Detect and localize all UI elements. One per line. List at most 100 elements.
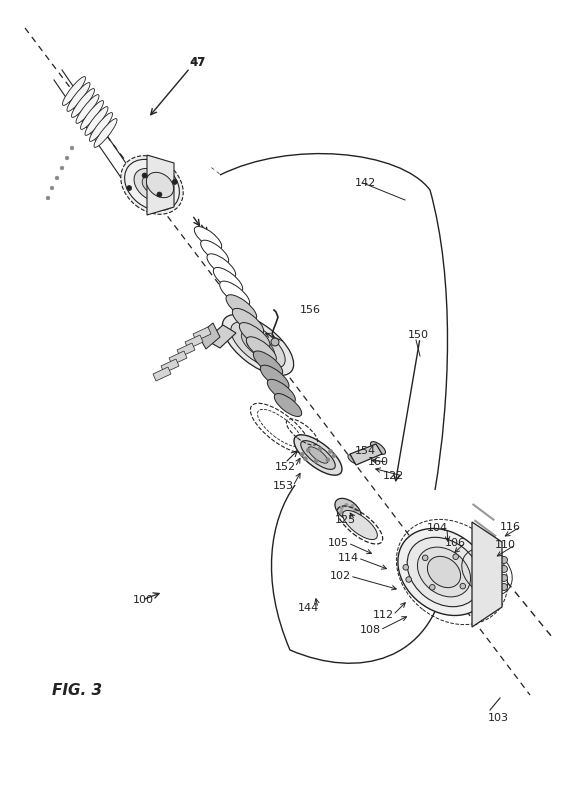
Text: 150: 150 xyxy=(408,330,428,340)
Ellipse shape xyxy=(343,511,377,540)
Ellipse shape xyxy=(417,547,470,597)
Text: 47: 47 xyxy=(190,57,206,69)
Text: 144: 144 xyxy=(297,603,319,613)
Text: 105: 105 xyxy=(328,538,348,548)
Circle shape xyxy=(423,555,428,560)
Circle shape xyxy=(500,575,508,582)
Text: 100: 100 xyxy=(132,595,154,605)
Ellipse shape xyxy=(134,168,170,201)
Polygon shape xyxy=(193,327,211,341)
Circle shape xyxy=(403,564,409,570)
Circle shape xyxy=(460,583,466,589)
Ellipse shape xyxy=(147,172,174,198)
Ellipse shape xyxy=(301,441,335,469)
Ellipse shape xyxy=(274,394,302,416)
Polygon shape xyxy=(206,325,236,348)
Text: 160: 160 xyxy=(367,457,389,467)
Ellipse shape xyxy=(85,106,108,135)
Circle shape xyxy=(314,459,318,463)
Circle shape xyxy=(332,454,336,458)
Ellipse shape xyxy=(71,89,94,117)
Ellipse shape xyxy=(246,337,277,362)
Ellipse shape xyxy=(239,323,270,349)
Text: 104: 104 xyxy=(427,523,447,533)
Text: 110: 110 xyxy=(494,540,516,550)
Ellipse shape xyxy=(67,83,90,112)
Text: 153: 153 xyxy=(273,481,293,491)
Text: 156: 156 xyxy=(300,305,320,315)
Ellipse shape xyxy=(407,538,481,607)
Text: 47: 47 xyxy=(191,58,205,68)
Ellipse shape xyxy=(231,322,285,368)
Text: 122: 122 xyxy=(382,471,404,481)
Text: 154: 154 xyxy=(354,446,375,456)
Ellipse shape xyxy=(226,295,256,320)
Text: 108: 108 xyxy=(359,625,381,635)
Text: – –: – – xyxy=(208,163,222,177)
Circle shape xyxy=(477,562,482,567)
Ellipse shape xyxy=(125,160,179,211)
Circle shape xyxy=(406,577,412,582)
Circle shape xyxy=(55,176,59,179)
Ellipse shape xyxy=(250,338,266,353)
Ellipse shape xyxy=(81,101,104,129)
Circle shape xyxy=(126,186,132,190)
Polygon shape xyxy=(185,335,203,349)
Ellipse shape xyxy=(260,365,289,390)
Ellipse shape xyxy=(63,76,86,105)
Text: 106: 106 xyxy=(444,538,466,548)
Circle shape xyxy=(500,583,508,590)
Circle shape xyxy=(326,458,330,462)
Circle shape xyxy=(345,504,348,507)
Ellipse shape xyxy=(76,94,99,124)
Circle shape xyxy=(340,511,343,514)
Circle shape xyxy=(354,508,356,512)
Text: FIG. 3: FIG. 3 xyxy=(52,683,102,698)
Circle shape xyxy=(500,556,508,563)
Circle shape xyxy=(306,449,310,453)
Polygon shape xyxy=(147,155,174,215)
Ellipse shape xyxy=(94,119,117,147)
Circle shape xyxy=(351,512,354,515)
Ellipse shape xyxy=(427,556,461,588)
Polygon shape xyxy=(472,522,502,627)
Ellipse shape xyxy=(213,268,243,292)
Circle shape xyxy=(60,166,64,170)
Ellipse shape xyxy=(348,455,358,464)
Text: 125: 125 xyxy=(335,515,355,525)
Circle shape xyxy=(453,554,458,560)
Polygon shape xyxy=(350,444,382,465)
Polygon shape xyxy=(177,343,195,357)
Polygon shape xyxy=(153,367,171,381)
Ellipse shape xyxy=(201,240,229,264)
Polygon shape xyxy=(161,359,179,373)
Text: 116: 116 xyxy=(500,522,520,532)
Circle shape xyxy=(50,187,54,190)
Circle shape xyxy=(500,566,508,572)
Ellipse shape xyxy=(90,113,113,142)
Circle shape xyxy=(345,513,348,516)
Circle shape xyxy=(328,449,332,453)
Circle shape xyxy=(247,340,253,346)
Ellipse shape xyxy=(308,447,328,464)
Text: 103: 103 xyxy=(488,713,508,723)
Ellipse shape xyxy=(121,156,183,214)
Circle shape xyxy=(271,338,279,346)
Circle shape xyxy=(65,156,69,160)
Circle shape xyxy=(142,173,147,178)
Ellipse shape xyxy=(207,254,236,278)
Circle shape xyxy=(351,504,354,508)
Polygon shape xyxy=(169,351,187,365)
Ellipse shape xyxy=(254,351,283,375)
Text: 142: 142 xyxy=(354,178,375,188)
Ellipse shape xyxy=(194,227,222,249)
Ellipse shape xyxy=(220,281,250,306)
Ellipse shape xyxy=(142,176,162,194)
Ellipse shape xyxy=(398,529,490,615)
Circle shape xyxy=(46,196,50,200)
Ellipse shape xyxy=(232,309,264,334)
Circle shape xyxy=(480,574,485,579)
Circle shape xyxy=(430,585,435,590)
Text: 114: 114 xyxy=(338,553,359,563)
Polygon shape xyxy=(198,323,220,349)
